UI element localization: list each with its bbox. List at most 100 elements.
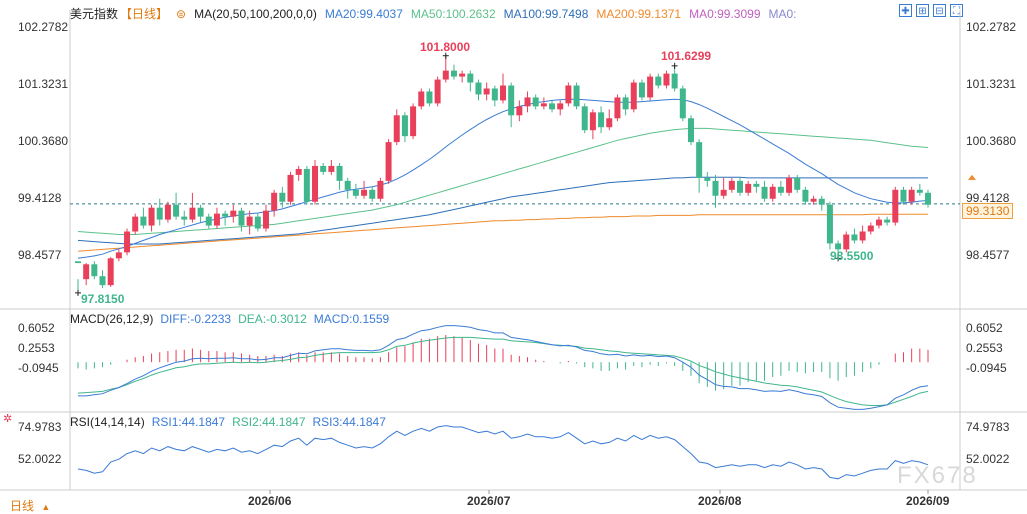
candle-body-26	[287, 174, 294, 202]
ma-label: MA(20,50,100,200,0,0)	[194, 7, 317, 21]
ma50-value: MA50:100.2632	[410, 7, 496, 21]
candle-body-3	[99, 276, 106, 286]
candle-body-53	[508, 85, 515, 116]
price-tick-4-l: 98.4577	[18, 247, 62, 262]
candle-body-86	[777, 186, 784, 193]
low-annotation-2: 98.5500	[830, 249, 874, 263]
candle-body-15	[197, 207, 204, 217]
candle-body-75	[687, 118, 694, 143]
crosshair-icon[interactable]: ✚	[899, 4, 912, 17]
candle-body-27	[295, 168, 302, 175]
rsi-settings-icon[interactable]: ✲	[3, 413, 13, 425]
period-selector-label: 日线	[10, 499, 35, 513]
candle-body-31	[328, 165, 335, 172]
candle-body-90	[810, 198, 817, 202]
ma100-value: MA100:99.7498	[503, 7, 589, 21]
watermark-logo: FX678	[897, 462, 978, 489]
candle-body-82	[745, 183, 752, 193]
candle-body-102	[908, 189, 915, 202]
candle-body-58	[549, 103, 556, 110]
candle-body-96	[859, 231, 866, 241]
macd-dea-line	[77, 336, 929, 406]
candle-body-94	[843, 234, 850, 250]
macd-hist-value: MACD:0.1559	[313, 312, 390, 326]
rsi-tick-1-r: 52.0022	[966, 452, 1010, 467]
candle-body-71	[655, 76, 662, 86]
ma0-value: MA0:99.3099	[689, 7, 761, 21]
zoom-out-icon[interactable]: ⊟	[933, 4, 946, 17]
rsi-tick-0-r: 74.9783	[966, 420, 1010, 435]
fullscreen-icon[interactable]: ⛶	[950, 4, 963, 17]
candle-body-35	[361, 189, 368, 196]
candle-body-66	[614, 97, 621, 119]
current-price-tag: 99.3130	[962, 203, 1014, 219]
macd-tick-0-l: 0.6052	[18, 321, 55, 336]
candle-body-36	[369, 189, 376, 199]
candle-body-14	[189, 207, 196, 220]
candle-body-67	[622, 97, 629, 110]
candle-body-17	[213, 213, 220, 226]
high-annotation-2: 101.6299	[661, 49, 712, 63]
candle-body-84	[761, 186, 768, 199]
macd-tick-1-r: 0.2553	[966, 340, 1003, 355]
price-tick-3-l: 99.4128	[18, 190, 62, 205]
macd-diff-value: DIFF:-0.2233	[160, 312, 232, 326]
main-legend: 美元指数 【日线】 ⊜ MA(20,50,100,200,0,0) MA20:99.40…	[70, 5, 805, 22]
candle-body-7	[132, 216, 139, 232]
price-arrow-icon	[968, 174, 976, 180]
candle-body-85	[769, 186, 776, 199]
candle-body-98	[875, 219, 882, 226]
rsi-legend: RSI(14,14,14) RSI1:44.1847 RSI2:44.1847 RSI…	[70, 415, 393, 429]
ma200-value: MA200:99.1371	[596, 7, 682, 21]
ma-settings-icon[interactable]: ⊜	[176, 7, 187, 21]
ma50-line	[77, 127, 929, 235]
price-tick-4-r: 98.4577	[966, 247, 1010, 262]
period-label[interactable]: 【日线】	[120, 7, 169, 21]
candle-body-83	[753, 183, 760, 187]
candle-body-52	[500, 85, 506, 101]
price-tick-3-r: 99.4128	[966, 190, 1010, 205]
candle-body-13	[181, 216, 188, 220]
macd-diff-line	[78, 325, 929, 410]
candle-body-38	[385, 142, 392, 181]
candle-body-24	[271, 192, 278, 211]
candle-body-49	[475, 82, 482, 95]
candle-body-93	[835, 243, 842, 250]
candle-body-30	[320, 165, 327, 172]
candle-body-21	[246, 216, 253, 226]
candle-body-91	[818, 198, 825, 205]
candle-body-99	[884, 219, 891, 223]
candle-body-16	[205, 216, 212, 226]
x-date-label-2: 2026/08	[698, 494, 742, 508]
candle-body-73	[671, 73, 678, 89]
candle-body-33	[344, 180, 351, 190]
ma100-line	[77, 176, 928, 245]
candle-body-40	[401, 115, 408, 137]
zoom-in-icon[interactable]: ⊞	[916, 4, 929, 17]
price-tick-0-l: 102.2782	[18, 20, 69, 35]
rsi-line	[77, 425, 929, 480]
candle-body-22	[254, 216, 261, 229]
candle-body-28	[303, 168, 310, 202]
candle-body-68	[630, 82, 637, 110]
candle-body-69	[638, 82, 645, 98]
low-annotation-1: 97.8150	[81, 292, 125, 306]
candle-body-9	[148, 207, 155, 226]
candle-body-25	[279, 192, 286, 202]
high-annotation-1: 101.8000	[420, 40, 471, 54]
candle-body-63	[589, 112, 596, 131]
period-selector-button[interactable]: 日线 ▲	[10, 497, 50, 514]
price-tick-2-l: 100.3680	[18, 134, 69, 149]
rsi3-value: RSI3:44.1847	[312, 415, 386, 429]
candle-body-18	[222, 213, 229, 217]
x-date-label-0: 2026/06	[248, 494, 292, 508]
ma20-line	[77, 98, 929, 259]
candle-body-48	[467, 73, 474, 83]
candle-body-11	[164, 204, 171, 220]
candle-body-47	[459, 73, 466, 77]
candle-body-62	[581, 106, 588, 131]
candle-body-5	[115, 252, 122, 259]
candle-body-39	[393, 115, 400, 143]
macd-label: MACD(26,12,9)	[70, 312, 154, 326]
